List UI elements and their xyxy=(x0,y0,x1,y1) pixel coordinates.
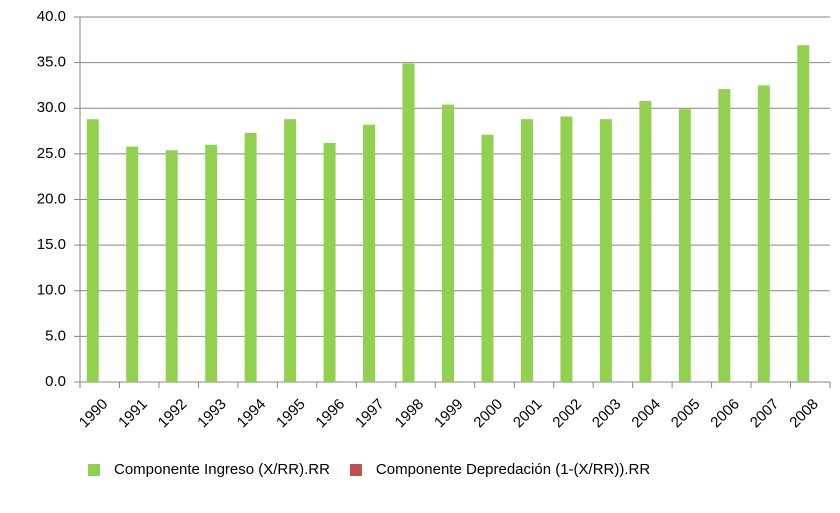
bar xyxy=(126,146,139,382)
x-tick-label: 2003 xyxy=(589,396,625,432)
bar xyxy=(363,124,376,383)
x-tick-label: 1997 xyxy=(352,396,388,432)
x-tick-label: 1998 xyxy=(392,396,428,432)
y-tick-label: 15.0 xyxy=(37,236,66,253)
bar xyxy=(599,119,612,382)
bar xyxy=(520,119,533,382)
bar xyxy=(442,104,454,382)
bar xyxy=(718,89,731,383)
x-tick-label: 2008 xyxy=(786,396,822,432)
y-tick-label: 5.0 xyxy=(45,327,66,344)
x-tick-label: 2006 xyxy=(707,396,743,432)
y-tick-label: 10.0 xyxy=(37,282,66,299)
y-tick-label: 0.0 xyxy=(45,373,66,390)
legend-swatch xyxy=(88,464,100,476)
x-tick-label: 2000 xyxy=(470,396,506,432)
bar xyxy=(481,134,494,382)
x-tick-label: 1991 xyxy=(115,396,151,432)
x-tick-label: 1992 xyxy=(155,396,191,432)
bar xyxy=(86,119,99,382)
bar xyxy=(205,144,218,382)
bar xyxy=(560,116,573,383)
bar xyxy=(165,150,178,382)
legend-swatch xyxy=(349,464,362,476)
x-tick-label: 2004 xyxy=(628,396,664,432)
bar xyxy=(402,63,415,382)
bar xyxy=(284,119,297,382)
y-tick-label: 40.0 xyxy=(37,8,66,25)
bar xyxy=(678,109,691,382)
y-tick-label: 30.0 xyxy=(37,99,66,116)
bar xyxy=(757,85,770,382)
x-tick-label: 2007 xyxy=(747,396,783,432)
legend-label: Componente Depredación (1-(X/RR)).RR xyxy=(376,461,650,478)
y-tick-label: 35.0 xyxy=(37,54,66,71)
y-tick-label: 20.0 xyxy=(37,190,66,207)
x-tick-label: 1996 xyxy=(313,396,349,432)
x-tick-label: 2005 xyxy=(668,396,704,432)
y-tick-label: 25.0 xyxy=(37,145,66,162)
bar xyxy=(323,142,336,382)
x-tick-label: 1995 xyxy=(273,396,309,432)
x-tick-label: 2002 xyxy=(549,396,585,432)
x-tick-label: 1994 xyxy=(234,396,270,432)
x-tick-label: 2001 xyxy=(510,396,546,432)
bar xyxy=(244,132,257,382)
x-tick-label: 1993 xyxy=(194,396,230,432)
legend-label: Componente Ingreso (X/RR).RR xyxy=(114,461,330,478)
bar xyxy=(639,100,652,382)
bar xyxy=(797,45,810,382)
x-tick-label: 1999 xyxy=(431,396,467,432)
x-tick-label: 1990 xyxy=(76,396,112,432)
